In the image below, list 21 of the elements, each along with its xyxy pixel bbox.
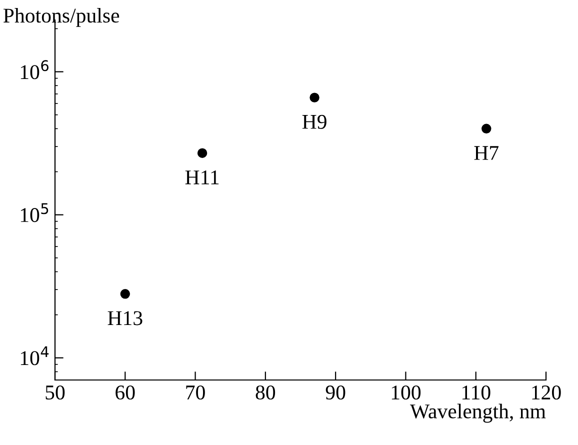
y-tick-label: 10$^{6}$ [20, 60, 48, 80]
x-tick-label: 100 [392, 385, 421, 400]
x-tick-label: 50 [46, 385, 65, 400]
x-tick-label: 80 [256, 385, 276, 400]
point [120, 289, 130, 299]
point [482, 124, 492, 134]
x-tick-label: 90 [326, 385, 346, 400]
annotation: H7 [474, 146, 499, 160]
point [310, 92, 320, 102]
x-axis-title: Wavelength, nm [410, 404, 546, 423]
x-tick-label: 120 [532, 385, 561, 400]
annotation: H13 [108, 311, 142, 326]
y-tick-label: 10$^{5}$ [20, 203, 48, 222]
x-tick-label: 70 [186, 385, 205, 400]
point [197, 148, 208, 158]
x-tick-label: 60 [116, 385, 135, 400]
x-tick-label: 110 [462, 385, 490, 400]
annotation: H11 [185, 170, 219, 184]
y-axis-title: Photons/pulse [3, 8, 120, 27]
y-tick-label: 10$^{4}$ [20, 346, 49, 366]
annotation: H9 [302, 114, 326, 129]
